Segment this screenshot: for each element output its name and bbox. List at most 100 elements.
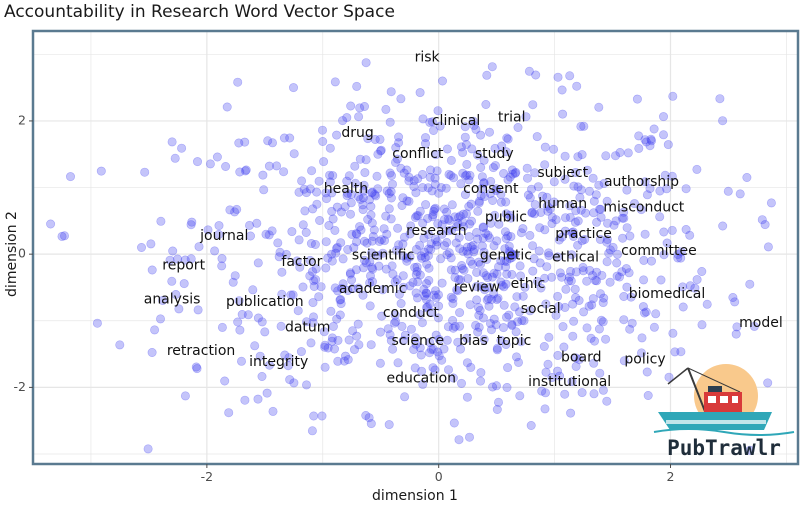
data-point — [365, 257, 375, 267]
data-point — [421, 303, 431, 313]
data-point — [498, 323, 508, 333]
data-point — [559, 342, 569, 352]
data-point — [473, 327, 483, 337]
data-point — [409, 345, 419, 355]
data-point — [391, 317, 401, 327]
data-point — [561, 284, 571, 294]
data-point — [549, 177, 559, 187]
data-point — [399, 168, 409, 178]
data-point — [350, 161, 360, 171]
data-point — [619, 315, 629, 325]
data-point — [501, 234, 511, 244]
data-point — [702, 299, 712, 309]
data-point — [612, 271, 622, 281]
data-point — [718, 221, 728, 231]
word-label: committee — [621, 243, 697, 259]
data-point — [321, 237, 331, 247]
data-point — [320, 340, 330, 350]
data-point — [545, 204, 555, 214]
data-point — [306, 338, 316, 348]
data-point — [571, 353, 581, 363]
data-point — [413, 174, 423, 184]
data-point — [611, 216, 621, 226]
data-point — [361, 410, 371, 420]
data-point — [479, 334, 489, 344]
data-point — [592, 267, 602, 277]
data-point — [640, 177, 650, 187]
data-point — [507, 165, 517, 175]
data-point — [555, 268, 565, 278]
data-point — [569, 316, 579, 326]
data-point — [464, 232, 474, 242]
word-label: retraction — [167, 343, 235, 359]
data-point — [456, 179, 466, 189]
data-point — [732, 322, 742, 332]
data-point — [497, 280, 507, 290]
word-label: review — [454, 279, 500, 295]
data-point — [312, 187, 322, 197]
data-point — [622, 223, 632, 233]
data-point — [728, 292, 738, 302]
data-point — [351, 229, 361, 239]
data-point — [327, 333, 337, 343]
data-point — [448, 298, 458, 308]
data-point — [473, 302, 483, 312]
data-point — [413, 277, 423, 287]
data-point — [462, 246, 472, 256]
data-point — [342, 176, 352, 186]
data-point — [571, 293, 581, 303]
data-point — [335, 295, 345, 305]
data-point — [460, 190, 470, 200]
data-point — [366, 419, 376, 429]
data-point — [338, 116, 348, 126]
data-point — [492, 236, 502, 246]
data-point — [621, 264, 631, 274]
data-point — [605, 245, 615, 255]
word-label: subject — [537, 165, 588, 181]
data-point — [419, 247, 429, 257]
data-point — [366, 340, 376, 350]
data-point — [336, 294, 346, 304]
data-point — [472, 295, 482, 305]
data-point — [373, 184, 383, 194]
data-point — [381, 104, 391, 114]
data-point — [477, 172, 487, 182]
data-point — [361, 155, 371, 165]
data-point — [615, 148, 625, 158]
data-point — [390, 310, 400, 320]
data-point — [57, 231, 67, 241]
data-point — [651, 309, 661, 319]
data-point — [393, 223, 403, 233]
data-point — [553, 252, 563, 262]
data-point — [346, 198, 356, 208]
data-point — [474, 198, 484, 208]
data-point — [491, 320, 501, 330]
data-point — [468, 116, 478, 126]
data-point — [503, 175, 513, 185]
data-point — [634, 143, 644, 153]
data-point — [510, 168, 520, 178]
data-point — [536, 283, 546, 293]
data-point — [354, 112, 364, 122]
data-point — [564, 272, 574, 282]
data-point — [745, 445, 755, 455]
data-point — [193, 157, 203, 167]
word-label: conflict — [392, 146, 444, 162]
data-point — [221, 162, 231, 172]
data-point — [639, 275, 649, 285]
data-point — [364, 195, 374, 205]
data-point — [488, 196, 498, 206]
data-point — [409, 176, 419, 186]
data-point — [328, 214, 338, 224]
data-point — [369, 225, 379, 235]
data-point — [624, 268, 634, 278]
data-point — [425, 299, 435, 309]
word-label: datum — [285, 319, 330, 335]
data-point — [398, 271, 408, 281]
data-point — [634, 131, 644, 141]
data-point — [673, 253, 683, 263]
data-point — [461, 209, 471, 219]
data-point — [658, 112, 668, 122]
data-point — [358, 205, 368, 215]
data-point — [659, 250, 669, 260]
